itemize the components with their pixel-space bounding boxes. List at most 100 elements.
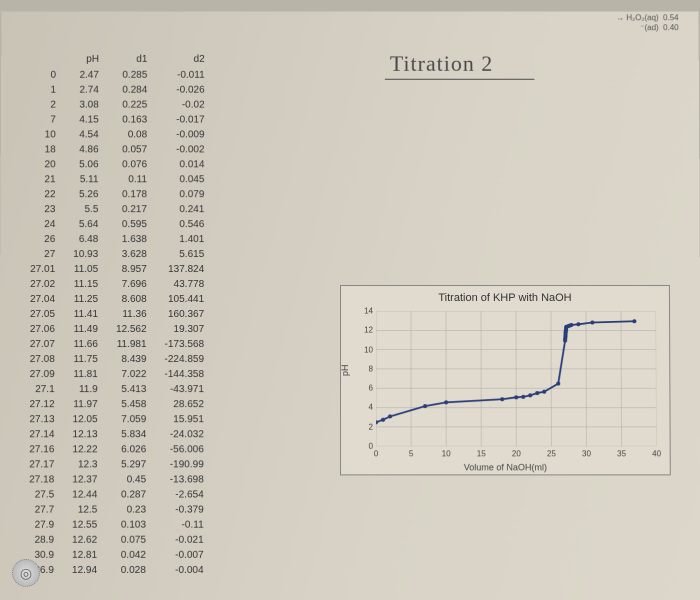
- table-cell: 11.05: [65, 263, 106, 276]
- table-cell: 0.217: [108, 203, 155, 216]
- table-cell: -190.99: [156, 458, 212, 471]
- x-tick-label: 5: [409, 449, 413, 458]
- table-row: 27.111.95.413-43.971: [22, 383, 212, 396]
- table-cell: 20: [23, 158, 64, 171]
- table-cell: 0.285: [109, 69, 155, 82]
- table-cell: 10: [23, 128, 64, 141]
- table-cell: 12.22: [64, 443, 105, 456]
- table-cell: 27.05: [22, 308, 63, 321]
- table-cell: -0.011: [157, 69, 212, 82]
- table-cell: 0.028: [107, 564, 154, 577]
- table-cell: -0.002: [157, 143, 212, 156]
- table-cell: 27.14: [21, 428, 62, 441]
- chart-container: Titration of KHP with NaOH pH Volume of …: [340, 285, 671, 475]
- x-tick-label: 40: [652, 449, 661, 458]
- table-cell: 160.367: [157, 308, 213, 321]
- table-cell: 27.7: [21, 504, 62, 517]
- table-cell: 0.595: [108, 218, 155, 231]
- table-cell: 11.36: [108, 308, 155, 321]
- table-cell: 27.5: [21, 488, 62, 501]
- x-tick-label: 10: [442, 449, 451, 458]
- table-cell: 8.957: [108, 263, 155, 276]
- table-cell: 0: [23, 69, 64, 82]
- table-cell: 27.09: [22, 368, 63, 381]
- table-cell: 11.9: [65, 383, 106, 396]
- table-row: 205.060.0760.014: [23, 158, 213, 171]
- table-row: 27.0211.157.69643.778: [22, 278, 212, 291]
- x-tick-label: 35: [617, 449, 626, 458]
- table-cell: 0.284: [109, 84, 155, 97]
- table-row: 27.0111.058.957137.824: [22, 263, 212, 276]
- x-tick-label: 30: [582, 449, 591, 458]
- table-row: 23.080.225-0.02: [23, 99, 213, 112]
- table-row: 235.50.2170.241: [22, 203, 212, 216]
- table-cell: 5.834: [108, 428, 155, 441]
- table-row: 27.1612.226.026-56.006: [21, 443, 212, 456]
- table-cell: 0.546: [157, 218, 212, 231]
- table-cell: 27.16: [21, 443, 62, 456]
- table-row: 215.110.110.045: [23, 173, 213, 186]
- table-cell: 5.413: [108, 383, 155, 396]
- table-cell: -0.379: [156, 504, 212, 517]
- table-row: 27.0511.4111.36160.367: [22, 308, 212, 321]
- table-cell: 12.62: [64, 534, 105, 547]
- table-cell: -0.007: [156, 549, 212, 562]
- table-cell: 0.014: [157, 158, 212, 171]
- table-cell: 12.562: [108, 323, 155, 336]
- table-cell: 27.12: [21, 398, 62, 411]
- table-cell: 11.49: [65, 323, 106, 336]
- table-cell: 12.3: [64, 458, 105, 471]
- table-cell: 0.225: [109, 99, 155, 112]
- table-row: 27.1312.057.05915.951: [21, 413, 212, 426]
- table-cell: -0.026: [157, 84, 212, 97]
- table-cell: 11.41: [65, 308, 106, 321]
- table-row: 27.1712.35.297-190.99: [21, 458, 212, 471]
- table-cell: -224.859: [156, 353, 212, 366]
- x-tick-label: 15: [477, 449, 486, 458]
- table-cell: 7.022: [108, 368, 155, 381]
- chart-title: Titration of KHP with NaOH: [341, 286, 669, 306]
- table-cell: 6.026: [108, 443, 155, 456]
- y-tick-label: 12: [359, 326, 373, 335]
- table-cell: 12.37: [64, 473, 105, 486]
- table-cell: 5.615: [157, 248, 212, 261]
- table-row: 225.260.1780.079: [22, 188, 212, 201]
- table-cell: 27.01: [22, 263, 63, 276]
- chart-svg: [376, 311, 657, 446]
- y-tick-label: 14: [359, 306, 373, 315]
- y-tick-label: 2: [359, 422, 373, 431]
- table-cell: 0.075: [107, 534, 154, 547]
- table-cell: 12.94: [64, 564, 105, 577]
- table-cell: 27.04: [22, 293, 63, 306]
- table-row: 27.712.50.23-0.379: [21, 504, 212, 517]
- table-row: 2710.933.6285.615: [22, 248, 212, 261]
- table-cell: -144.358: [156, 368, 212, 381]
- table-row: 12.740.284-0.026: [23, 84, 213, 97]
- table-cell: 4.54: [66, 128, 107, 141]
- y-tick-label: 6: [359, 384, 373, 393]
- note-line2: ⁻(ad): [640, 23, 658, 32]
- col-header: d1: [109, 53, 155, 67]
- table-cell: 0.287: [107, 488, 154, 501]
- table-row: 27.0611.4912.56219.307: [22, 323, 212, 336]
- table-cell: 10.93: [65, 248, 106, 261]
- col-header: [23, 53, 64, 67]
- table-cell: 0.103: [107, 519, 154, 532]
- col-header: d2: [157, 53, 212, 67]
- table-cell: 105.441: [157, 293, 213, 306]
- table-row: 02.470.285-0.011: [23, 69, 213, 82]
- table-row: 184.860.057-0.002: [23, 143, 213, 156]
- table-cell: 11.97: [65, 398, 106, 411]
- table-cell: 7.059: [108, 413, 155, 426]
- table-cell: 8.439: [108, 353, 155, 366]
- table-row: 27.912.550.103-0.11: [21, 519, 212, 532]
- table-row: 74.150.163-0.017: [23, 114, 213, 127]
- table-cell: -0.009: [157, 128, 212, 141]
- table-cell: 28.652: [156, 398, 212, 411]
- table-cell: 5.5: [65, 203, 106, 216]
- table-cell: 22: [22, 188, 63, 201]
- table-row: 27.0911.817.022-144.358: [22, 368, 212, 381]
- table-cell: 15.951: [156, 413, 212, 426]
- table-cell: 27.13: [21, 413, 62, 426]
- table-cell: 5.64: [65, 218, 106, 231]
